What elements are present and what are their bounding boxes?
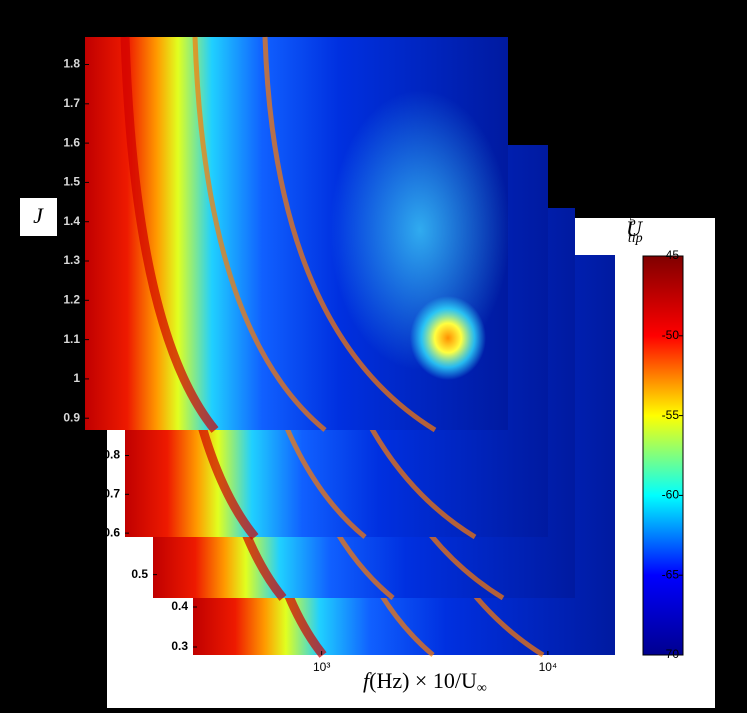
- y-tick-label: 0.8: [103, 448, 120, 462]
- heatmap-haze: [330, 90, 510, 370]
- y-tick-label: 1.3: [63, 253, 80, 267]
- colorbar-tick-label: -50: [662, 328, 680, 342]
- colorbar-label: U5 tip: [626, 214, 644, 246]
- heatmap-band: [120, 36, 219, 433]
- y-label: J: [33, 203, 44, 228]
- colorbar: [642, 255, 684, 656]
- y-tick-label: 0.9: [63, 410, 80, 424]
- y-tick-label: 0.4: [171, 599, 188, 613]
- heatmap-band: [192, 36, 327, 432]
- colorbar-label-box: [577, 218, 715, 255]
- y-tick-label: 1: [73, 371, 80, 385]
- y-tick-label: 0.5: [131, 567, 148, 581]
- colorbar-tick-label: -45: [662, 248, 680, 262]
- colorbar-tick-label: -65: [662, 567, 680, 581]
- x-tick-label: 10⁴: [539, 660, 558, 674]
- y-tick-label: 1.1: [63, 332, 80, 346]
- y-label-box: [20, 198, 57, 236]
- y-tick-label: 0.6: [103, 525, 120, 539]
- y-tick-label: 0.3: [171, 639, 188, 653]
- heatmap-band: [262, 36, 437, 433]
- heatmap-blob: [410, 296, 486, 380]
- colorbar-tick-label: -70: [662, 647, 680, 661]
- y-tick-label: 1.8: [63, 57, 80, 71]
- y-tick-label: 1.4: [63, 214, 80, 228]
- y-tick-label: 1.5: [63, 175, 80, 189]
- y-tick-label: 1.7: [63, 96, 80, 110]
- colorbar-tick-label: -60: [662, 488, 680, 502]
- colorbar-tick-label: -55: [662, 408, 680, 422]
- x-tick-label: 10³: [313, 660, 330, 674]
- y-tick-label: 1.6: [63, 135, 80, 149]
- y-tick-label: 1.2: [63, 292, 80, 306]
- x-label: f(Hz) × 10/U∞: [363, 668, 487, 696]
- y-tick-label: 0.7: [103, 486, 120, 500]
